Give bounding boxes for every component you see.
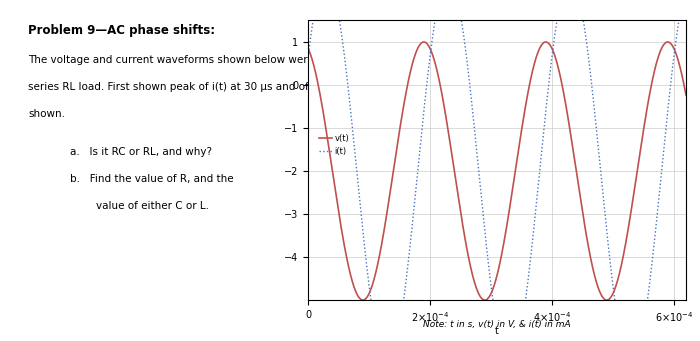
- i(t): [586, 70, 594, 74]
- v(t): [304, 46, 312, 50]
- v(t): [531, 60, 539, 64]
- v(t): [682, 93, 690, 97]
- Legend: v(t), i(t): v(t), i(t): [316, 131, 352, 160]
- i(t): [615, 326, 623, 330]
- v(t): [603, 298, 611, 302]
- Text: series RL load. First shown peak of i(t) at 30 μs and of v(t) at 190 μs, with ex: series RL load. First shown peak of i(t)…: [28, 82, 525, 92]
- Text: Note: t in s, v(t) in V, & i(t) in mA: Note: t in s, v(t) in V, & i(t) in mA: [424, 320, 570, 329]
- v(t): [615, 273, 623, 278]
- Text: a.   Is it RC or RL, and why?: a. Is it RC or RL, and why?: [70, 147, 212, 157]
- Text: The voltage and current waveforms shown below were measured across either a seri: The voltage and current waveforms shown …: [28, 55, 515, 64]
- v(t): [550, 51, 558, 55]
- v(t): [372, 267, 381, 271]
- i(t): [372, 335, 381, 339]
- X-axis label: t: t: [495, 326, 499, 336]
- Text: b.   Find the value of R, and the: b. Find the value of R, and the: [70, 174, 234, 184]
- Text: shown.: shown.: [28, 109, 65, 119]
- Text: value of either C or L.: value of either C or L.: [70, 201, 209, 211]
- Line: v(t): v(t): [308, 42, 686, 300]
- i(t): [550, 40, 558, 44]
- i(t): [304, 55, 312, 59]
- v(t): [448, 157, 456, 161]
- Line: i(t): i(t): [308, 0, 686, 341]
- v(t): [419, 40, 428, 44]
- v(t): [586, 253, 594, 257]
- i(t): [531, 218, 539, 222]
- Text: Problem 9—AC phase shifts:: Problem 9—AC phase shifts:: [28, 24, 215, 37]
